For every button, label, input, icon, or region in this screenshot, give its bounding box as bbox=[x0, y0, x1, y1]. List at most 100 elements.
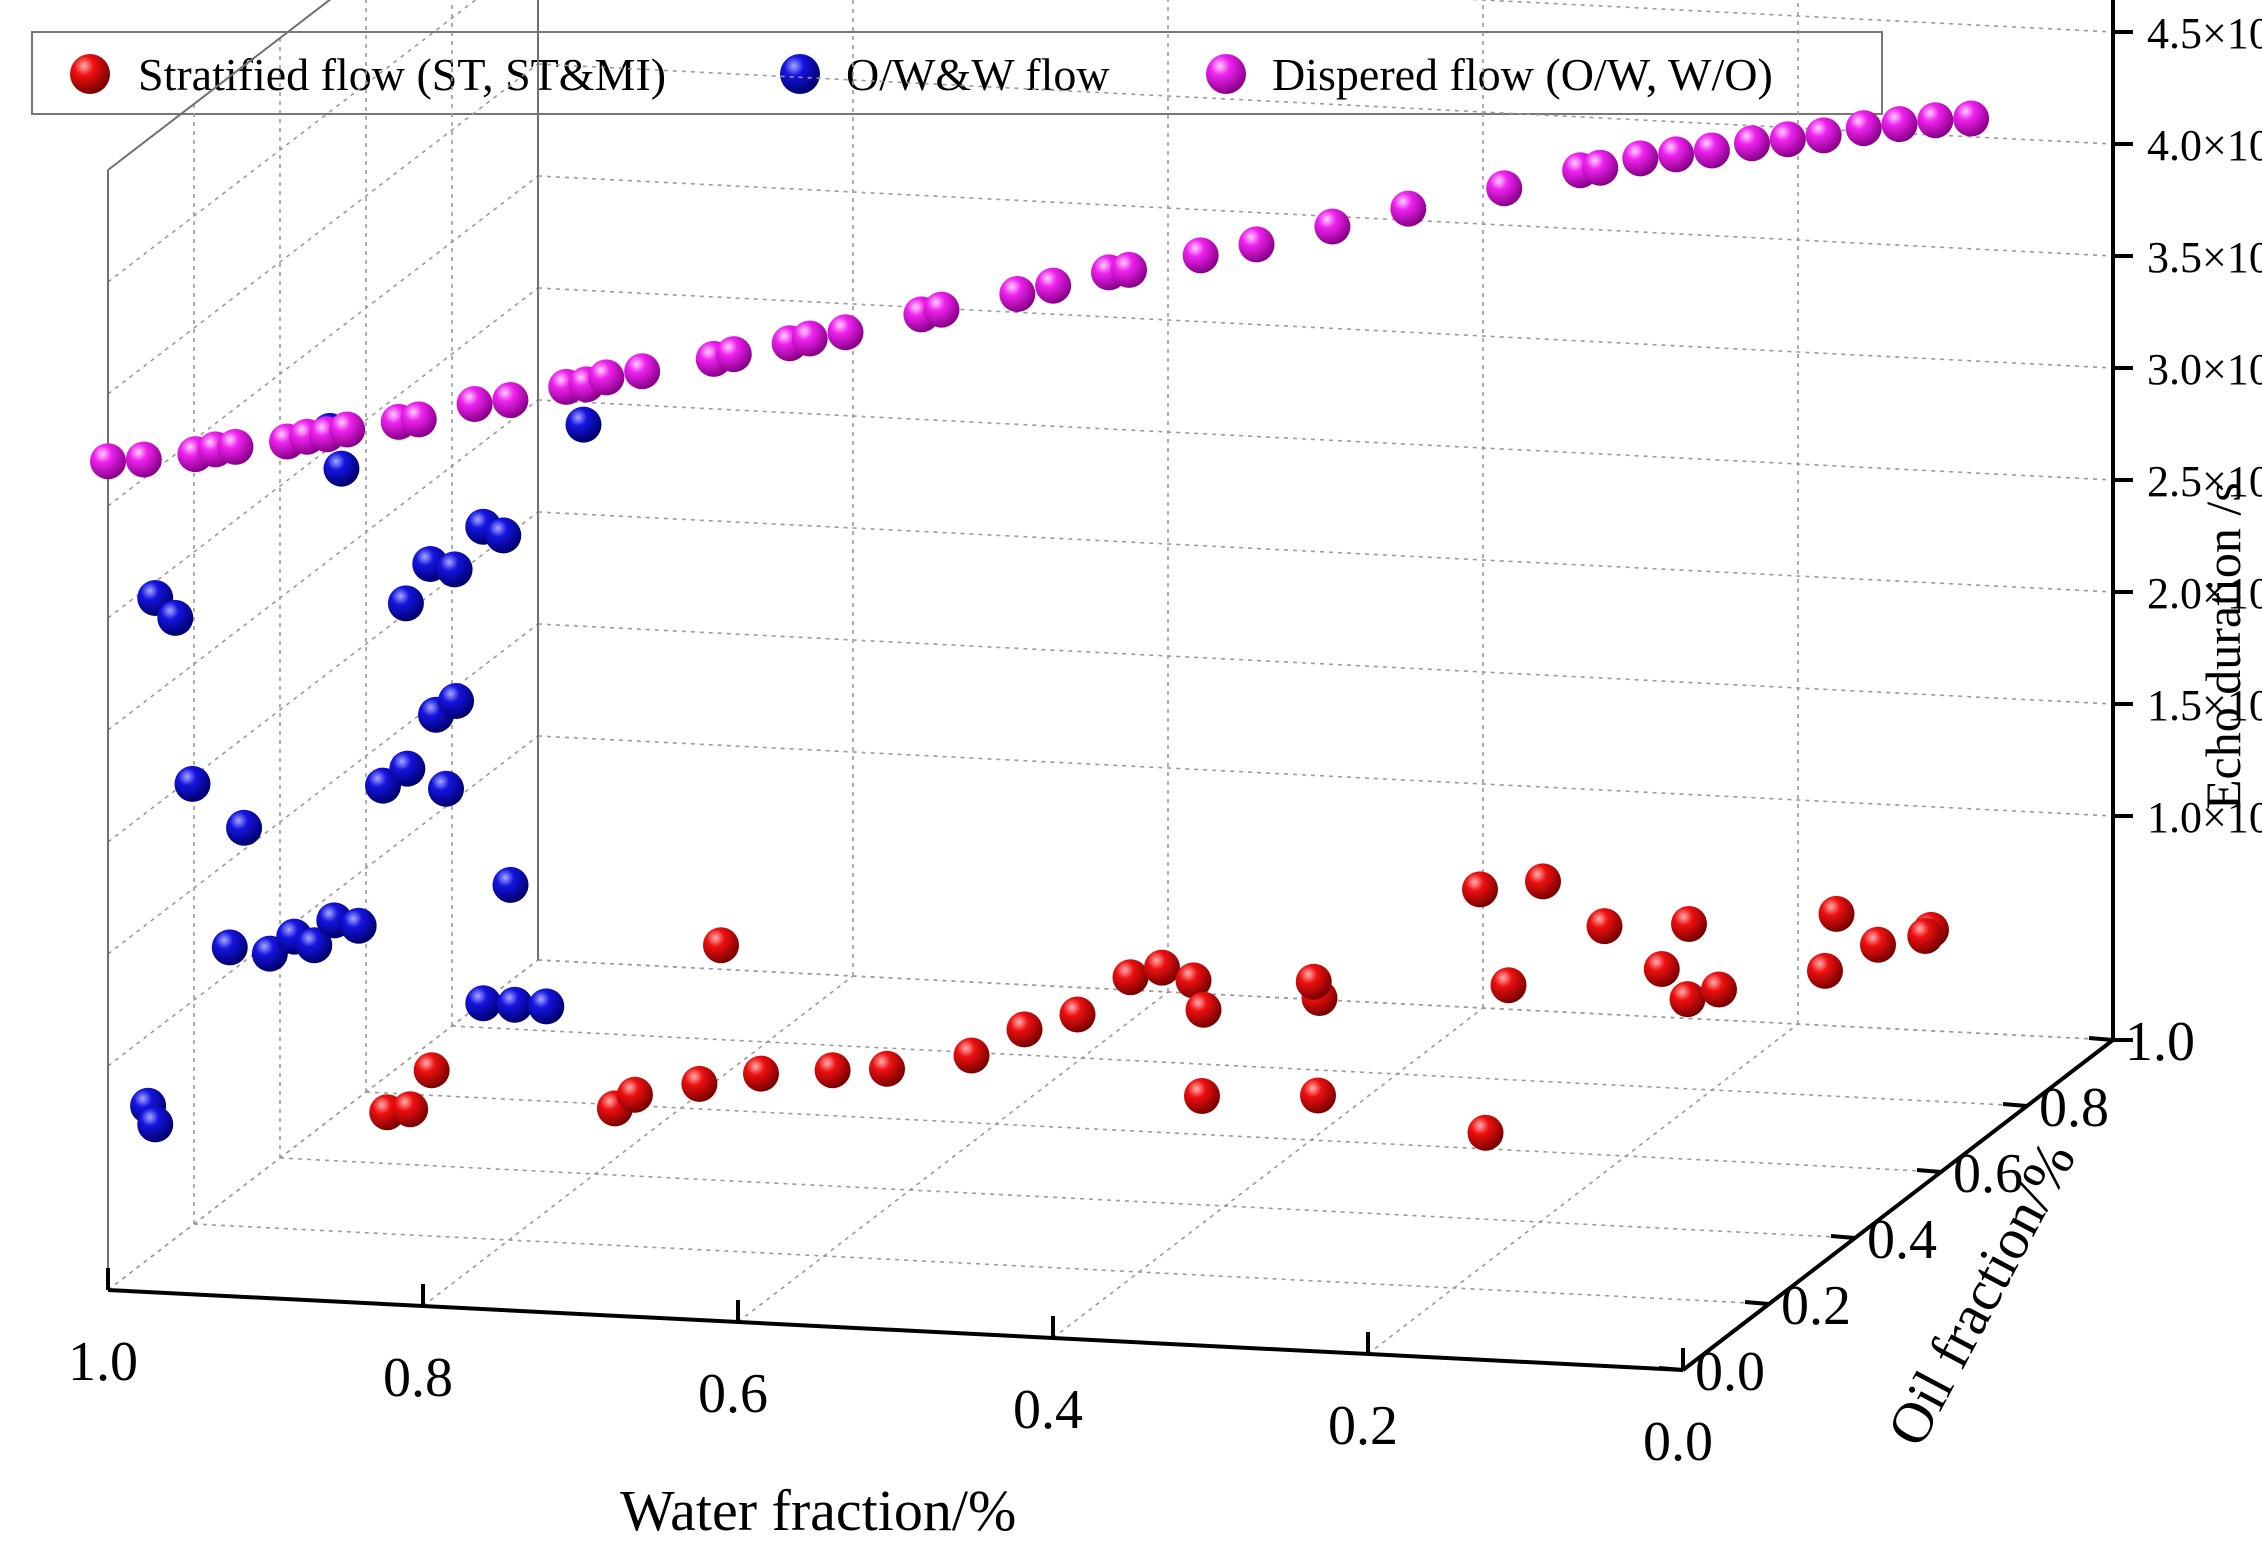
y-tick-label: 1.0 bbox=[2125, 1011, 2195, 1073]
data-point bbox=[485, 517, 522, 554]
legend-marker-dispered bbox=[1206, 54, 1246, 94]
left-grid-z bbox=[107, 0, 477, 283]
data-point bbox=[1035, 267, 1072, 304]
data-point bbox=[389, 750, 426, 787]
x-axis-line bbox=[107, 1288, 1684, 1372]
data-point bbox=[616, 1076, 653, 1113]
data-point bbox=[1185, 991, 1222, 1028]
data-point bbox=[1807, 952, 1843, 989]
left-grid-z bbox=[107, 735, 539, 1067]
x-tick-label: 0.6 bbox=[698, 1363, 768, 1425]
data-point bbox=[1818, 895, 1855, 932]
left-grid-z bbox=[107, 175, 539, 507]
floor-grid-oil bbox=[193, 1223, 1770, 1305]
data-point bbox=[681, 1065, 718, 1102]
data-point bbox=[211, 929, 248, 966]
data-point bbox=[1390, 190, 1427, 227]
data-point bbox=[953, 1037, 990, 1074]
data-point bbox=[588, 359, 625, 396]
data-point bbox=[1300, 1077, 1336, 1114]
data-point bbox=[413, 1052, 450, 1089]
floor-grid-water bbox=[422, 975, 854, 1307]
data-point bbox=[1643, 951, 1680, 987]
data-point bbox=[869, 1050, 905, 1087]
data-point bbox=[496, 986, 533, 1023]
data-points bbox=[90, 100, 1990, 1151]
data-point bbox=[387, 585, 424, 622]
data-point bbox=[1184, 1078, 1220, 1114]
data-point bbox=[1462, 871, 1498, 908]
data-point bbox=[1586, 908, 1623, 945]
x-tick-label: 0.8 bbox=[383, 1347, 453, 1409]
z-tick-label: 3.0×10-5 bbox=[2147, 338, 2262, 394]
legend-frame bbox=[31, 31, 1883, 115]
legend-marker-stratified bbox=[70, 54, 110, 94]
z-tick-label: 4.0×10-5 bbox=[2147, 114, 2262, 170]
left-grid-z bbox=[107, 399, 539, 731]
axes bbox=[106, 0, 2133, 1372]
data-point bbox=[999, 276, 1036, 312]
data-point bbox=[1112, 959, 1149, 996]
floor-grid-water bbox=[1052, 1007, 1484, 1339]
y-tick-mark bbox=[1744, 1300, 1770, 1306]
y-tick-mark bbox=[2002, 1102, 2028, 1108]
data-point bbox=[1182, 237, 1219, 274]
data-point bbox=[1917, 102, 1954, 139]
data-point bbox=[1525, 863, 1561, 900]
x-tick-label: 0.4 bbox=[1013, 1379, 1083, 1441]
data-point bbox=[1671, 906, 1707, 942]
back-grid-z bbox=[537, 623, 2114, 705]
data-point bbox=[217, 428, 254, 465]
series-2 bbox=[90, 100, 1990, 480]
frame-top-left-edge bbox=[107, 0, 332, 171]
data-point bbox=[827, 314, 864, 351]
z-tick-label: 2.0×10-5 bbox=[2147, 562, 2262, 618]
back-grid-z bbox=[537, 175, 2114, 257]
y-tick-mark bbox=[1830, 1234, 1856, 1240]
data-point bbox=[1953, 100, 1990, 137]
data-point bbox=[1314, 208, 1351, 245]
y-tick-labels: 0.0 0.2 0.4 0.6 0.8 1.0 bbox=[1695, 1011, 2195, 1403]
data-point bbox=[1490, 967, 1527, 1004]
data-point bbox=[1059, 996, 1096, 1033]
legend-marker-ow-w bbox=[780, 54, 820, 94]
x-tick-label: 0.2 bbox=[1328, 1395, 1398, 1457]
data-point bbox=[791, 320, 828, 357]
data-point bbox=[1734, 125, 1770, 162]
data-point bbox=[1805, 117, 1842, 154]
y-tick-label: 0.2 bbox=[1781, 1275, 1851, 1337]
data-point bbox=[137, 1106, 174, 1143]
data-point bbox=[528, 988, 565, 1025]
data-point bbox=[624, 353, 661, 390]
floor-grid-water bbox=[1367, 1023, 1799, 1355]
data-point bbox=[174, 765, 211, 802]
data-point bbox=[565, 406, 602, 443]
x-tick-label: 0.0 bbox=[1643, 1411, 1713, 1473]
z-tick-label: 3.5×10-5 bbox=[2147, 226, 2262, 282]
data-point bbox=[1769, 121, 1806, 158]
data-point bbox=[438, 683, 475, 719]
data-point bbox=[1238, 226, 1275, 263]
z-tick-label: 1.5×10-5 bbox=[2147, 674, 2262, 730]
data-point bbox=[1111, 251, 1148, 288]
floor-grid-oil bbox=[279, 1157, 1856, 1239]
y-tick-label: 0.6 bbox=[1953, 1143, 2023, 1205]
data-point bbox=[743, 1055, 779, 1092]
data-point bbox=[1693, 132, 1730, 169]
data-point bbox=[1582, 149, 1619, 186]
data-point bbox=[323, 450, 360, 487]
back-grid-z bbox=[537, 735, 2114, 817]
data-point bbox=[400, 401, 437, 438]
x-tick-labels: 1.0 0.8 0.6 0.4 0.2 0.0 bbox=[68, 1331, 1713, 1473]
data-point bbox=[465, 985, 502, 1022]
legend-label-dispered: Dispered flow (O/W, W/O) bbox=[1272, 49, 1773, 100]
data-point bbox=[125, 441, 162, 478]
data-point bbox=[1486, 170, 1523, 207]
z-axis-title: Echo duration /s bbox=[2195, 482, 2251, 810]
series-0 bbox=[369, 863, 1949, 1151]
data-point bbox=[226, 809, 263, 846]
back-grid-z bbox=[1467, 0, 2114, 33]
left-grid-z bbox=[107, 287, 539, 619]
data-point bbox=[1467, 1114, 1504, 1151]
